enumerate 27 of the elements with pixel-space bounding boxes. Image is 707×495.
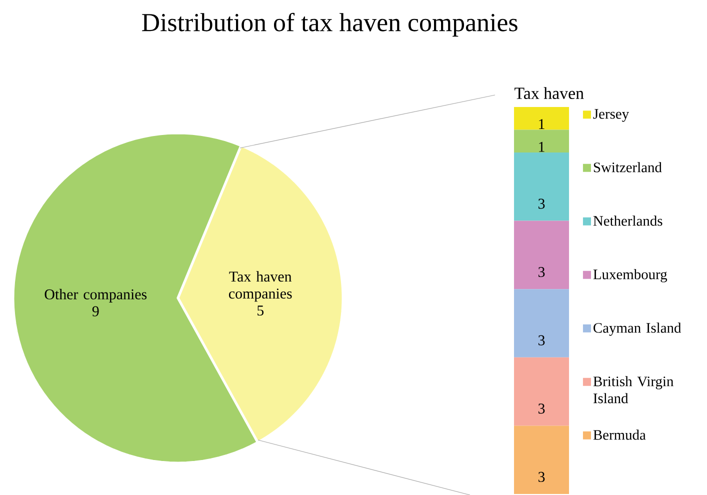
- data-label: 5: [258, 305, 264, 316]
- bar: [514, 106, 570, 130]
- legend-label: Bermuda: [593, 429, 646, 440]
- bar: [514, 152, 570, 221]
- bar: [514, 426, 570, 494]
- legend-label: Jersey: [593, 109, 630, 122]
- data-label: 3: [538, 198, 545, 209]
- chart-title: Distribution of tax haven companies: [142, 12, 518, 36]
- legend-label: British Virgin Island: [593, 376, 674, 404]
- data-label: 1: [539, 118, 544, 129]
- bar: [514, 220, 570, 289]
- data-label: 3: [538, 472, 545, 482]
- bar: [514, 130, 570, 152]
- legend-label: Cayman Island: [594, 322, 682, 336]
- bar: [514, 288, 570, 358]
- data-label: 9: [92, 306, 99, 316]
- slice-label: Other companies: [44, 288, 147, 302]
- data-label: 1: [539, 142, 544, 152]
- legend-label: Luxembourg: [593, 268, 668, 282]
- data-label: 3: [538, 266, 545, 277]
- data-label: 3: [538, 403, 545, 414]
- data-label: 3: [538, 335, 545, 346]
- slice-label: Tax haven companies: [228, 271, 292, 302]
- legend-label: Netherlands: [593, 215, 662, 226]
- bar: [514, 357, 570, 426]
- legend-title: Tax haven: [514, 86, 584, 99]
- legend-label: Switzerland: [594, 162, 662, 172]
